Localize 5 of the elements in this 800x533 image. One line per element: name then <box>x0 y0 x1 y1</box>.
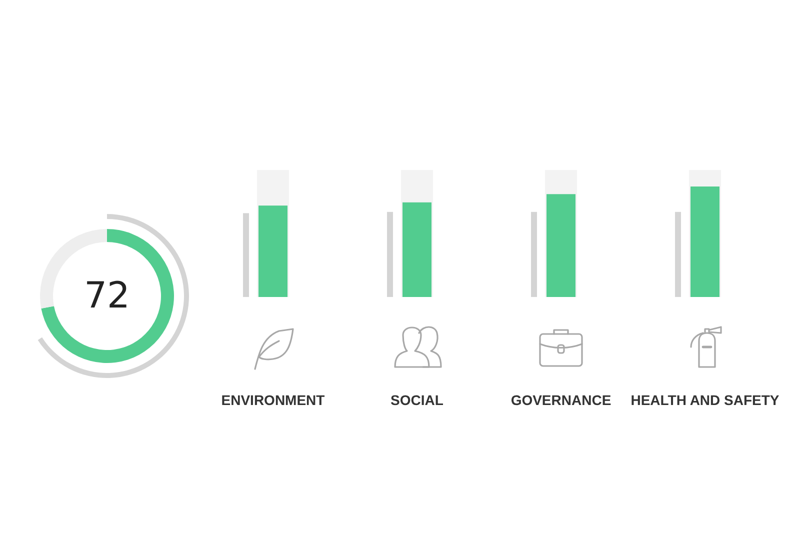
x-tick-label: HEALTH AND SAFETY <box>630 392 780 408</box>
x-tick-label: GOVERNANCE <box>510 392 612 408</box>
x-tick-label: SOCIAL <box>390 392 444 408</box>
text: 72 <box>84 276 130 316</box>
x-tick-label: ENVIRONMENT <box>221 392 326 408</box>
